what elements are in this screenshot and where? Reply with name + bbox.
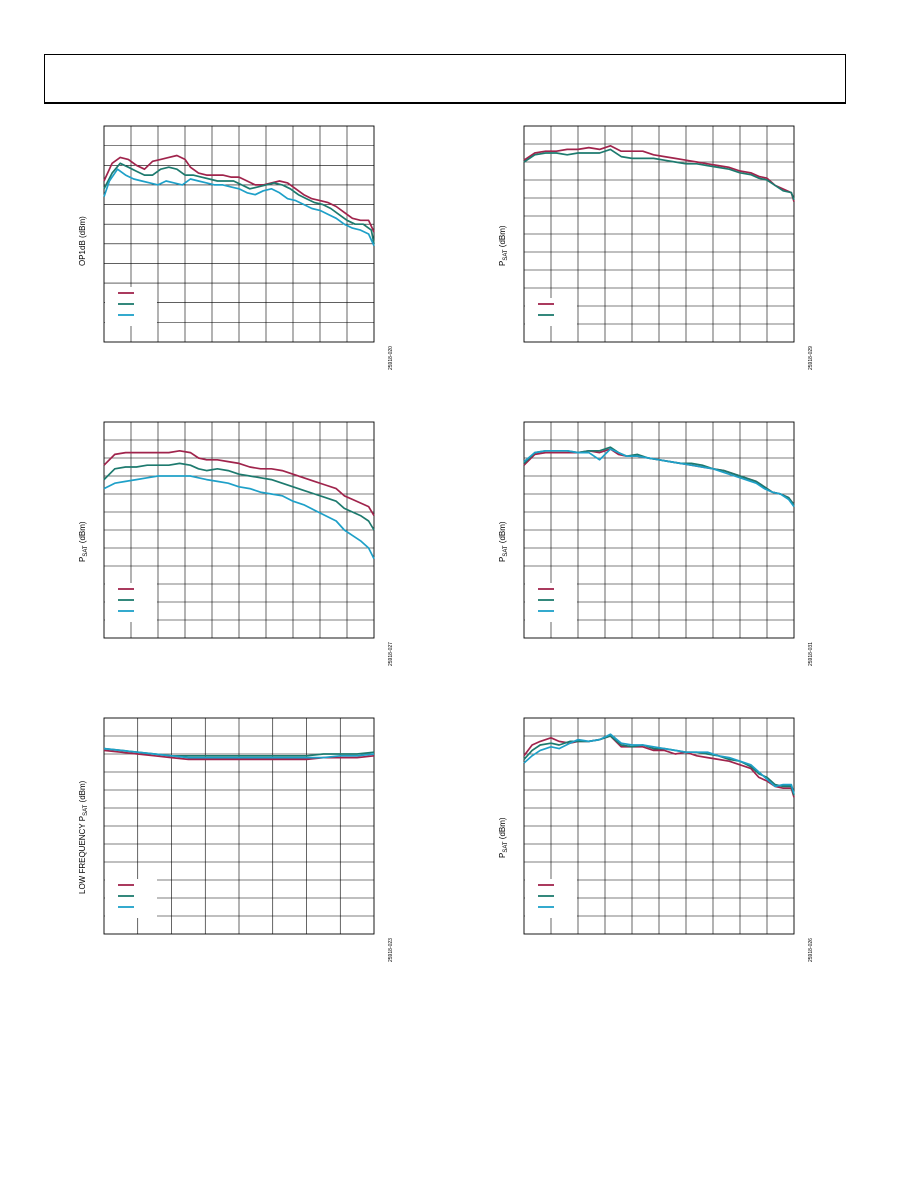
series-line-3 — [103, 747, 375, 759]
plot-area — [523, 421, 795, 639]
plot-area — [103, 717, 375, 935]
series-line-1 — [523, 144, 795, 202]
chart-psat-1: PSAT (dBm) 25918-029 — [494, 118, 834, 378]
series-line-3 — [523, 448, 795, 508]
plot-frame — [523, 421, 795, 639]
plot-frame — [103, 125, 375, 343]
page-header-box — [44, 54, 846, 104]
chart-op1db: OP1dB (dBm) 25918-020 — [74, 118, 414, 378]
series-line-3 — [103, 168, 375, 247]
series-line-1 — [103, 154, 375, 233]
plot-frame — [103, 717, 375, 935]
series-line-3 — [523, 733, 795, 794]
figure-code: 25918-020 — [388, 346, 394, 370]
chart-psat-4: PSAT (dBm) 25918-026 — [494, 710, 834, 970]
series-line-3 — [103, 475, 375, 560]
chart-low-frequency-psat: LOW FREQUENCY PSAT (dBm) 25918-023 — [74, 710, 414, 970]
plot-area — [103, 421, 375, 639]
plot-frame — [523, 717, 795, 935]
series-line-2 — [103, 162, 375, 244]
figure-code: 25918-031 — [808, 642, 814, 666]
figure-code: 25918-023 — [388, 938, 394, 962]
plot-area — [103, 125, 375, 343]
plot-area — [523, 717, 795, 935]
series-line-2 — [103, 462, 375, 531]
chart-psat-2: PSAT (dBm) 25918-027 — [74, 414, 414, 674]
figure-code: 25918-029 — [808, 346, 814, 370]
series-line-1 — [103, 449, 375, 517]
plot-area — [523, 125, 795, 343]
figure-code: 25918-026 — [808, 938, 814, 962]
legend-box — [525, 298, 577, 326]
figure-code: 25918-027 — [388, 642, 394, 666]
chart-psat-3: PSAT (dBm) 25918-031 — [494, 414, 834, 674]
plot-frame — [523, 125, 795, 343]
series-line-2 — [523, 148, 795, 201]
